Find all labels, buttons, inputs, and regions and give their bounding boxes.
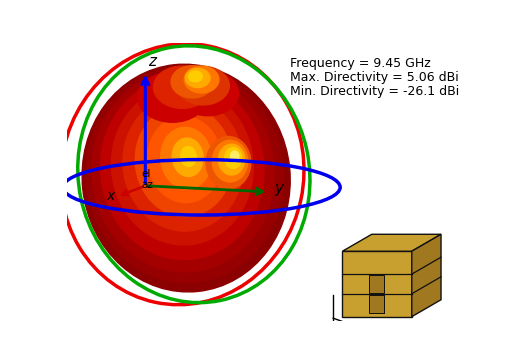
Ellipse shape [92,72,274,272]
Ellipse shape [86,67,283,283]
Text: az: az [141,180,154,190]
Ellipse shape [177,66,230,105]
Ellipse shape [219,144,245,175]
Ellipse shape [181,147,196,166]
Polygon shape [343,251,412,317]
Text: z: z [148,55,156,69]
Text: el: el [141,169,151,179]
Ellipse shape [148,117,222,203]
Ellipse shape [206,136,251,189]
Ellipse shape [225,148,242,169]
Ellipse shape [154,66,211,108]
Ellipse shape [138,72,207,122]
Polygon shape [369,295,384,313]
Ellipse shape [231,151,239,162]
Text: Min. Directivity = -26.1 dBi: Min. Directivity = -26.1 dBi [290,85,460,98]
Ellipse shape [123,96,243,231]
Ellipse shape [184,66,219,93]
Ellipse shape [161,127,212,189]
Text: y: y [274,182,283,196]
Ellipse shape [189,71,202,82]
Ellipse shape [171,66,213,98]
Ellipse shape [212,140,248,182]
Ellipse shape [82,64,290,292]
Text: Max. Directivity = 5.06 dBi: Max. Directivity = 5.06 dBi [290,71,459,84]
Ellipse shape [177,71,238,116]
Ellipse shape [185,68,210,88]
Text: x: x [107,189,115,203]
Ellipse shape [101,78,264,260]
Ellipse shape [172,138,203,177]
Text: Frequency = 9.45 GHz: Frequency = 9.45 GHz [290,57,431,70]
Ellipse shape [135,106,233,217]
Polygon shape [343,234,441,251]
Polygon shape [369,275,384,293]
Ellipse shape [112,87,253,245]
Polygon shape [412,234,441,317]
